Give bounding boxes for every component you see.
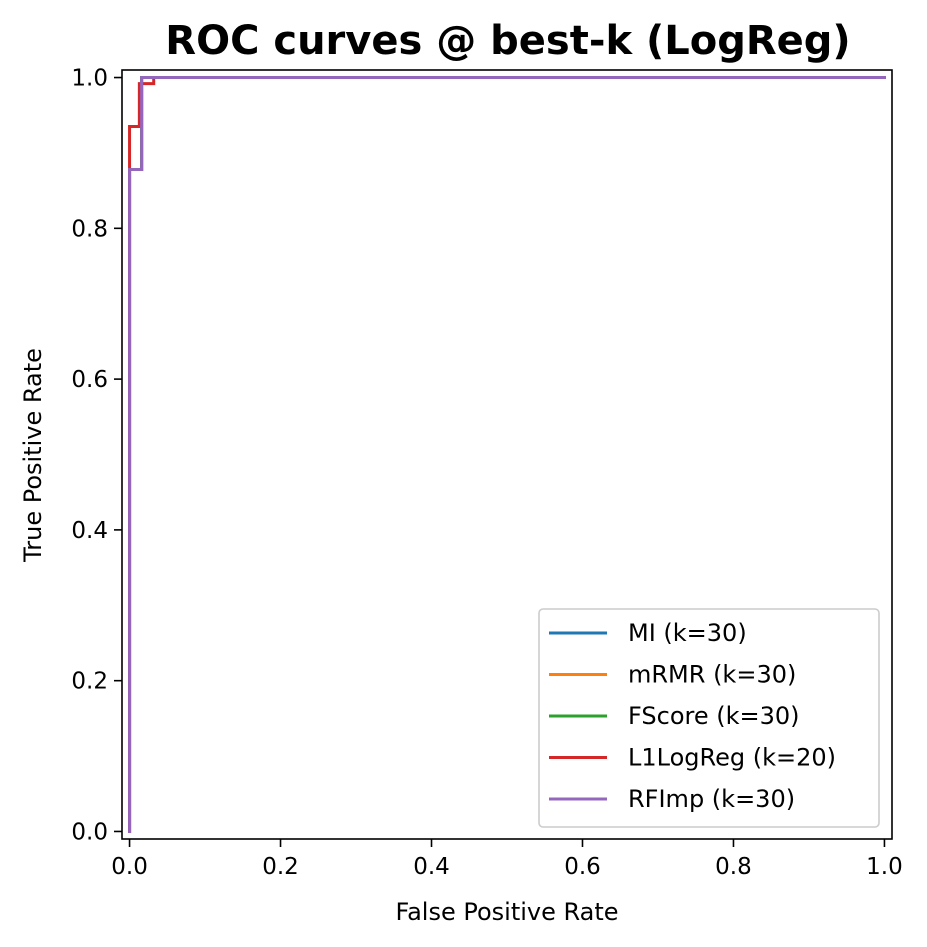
y-tick-label: 0.0 — [71, 819, 108, 845]
x-tick-label: 0.4 — [413, 854, 450, 880]
y-tick-label: 0.2 — [71, 669, 108, 695]
x-tick-label: 1.0 — [866, 854, 903, 880]
legend-box — [538, 608, 880, 828]
legend-items: MI (k=30) mRMR (k=30) FScore (k=30) L1LogRe… — [549, 619, 836, 813]
y-tick-label: 0.8 — [71, 216, 108, 242]
y-axis-ticks: 0.0 0.2 0.4 0.6 0.8 1.0 — [71, 66, 122, 845]
y-tick-label: 1.0 — [71, 66, 108, 92]
legend-label-2: FScore (k=30) — [628, 702, 800, 730]
legend-label-4: RFImp (k=30) — [628, 785, 795, 813]
series-line-4 — [128, 76, 886, 833]
plot-lines — [128, 76, 886, 833]
chart-title: ROC curves @ best-k (LogReg) — [165, 18, 850, 64]
legend-label-0: MI (k=30) — [628, 619, 747, 647]
x-axis-label: False Positive Rate — [395, 898, 618, 926]
y-tick-label: 0.6 — [71, 367, 108, 393]
legend-label-1: mRMR (k=30) — [628, 661, 796, 689]
y-tick-label: 0.4 — [71, 518, 108, 544]
x-axis-ticks: 0.0 0.2 0.4 0.6 0.8 1.0 — [111, 839, 903, 880]
x-tick-label: 0.2 — [262, 854, 299, 880]
y-axis-label: True Positive Rate — [19, 348, 47, 563]
plot-frame — [121, 69, 893, 840]
legend-label-3: L1LogReg (k=20) — [628, 744, 836, 772]
x-tick-label: 0.0 — [111, 854, 148, 880]
x-tick-label: 0.8 — [715, 854, 752, 880]
legend: MI (k=30) mRMR (k=30) FScore (k=30) L1LogRe… — [538, 608, 880, 828]
x-tick-label: 0.6 — [564, 854, 601, 880]
